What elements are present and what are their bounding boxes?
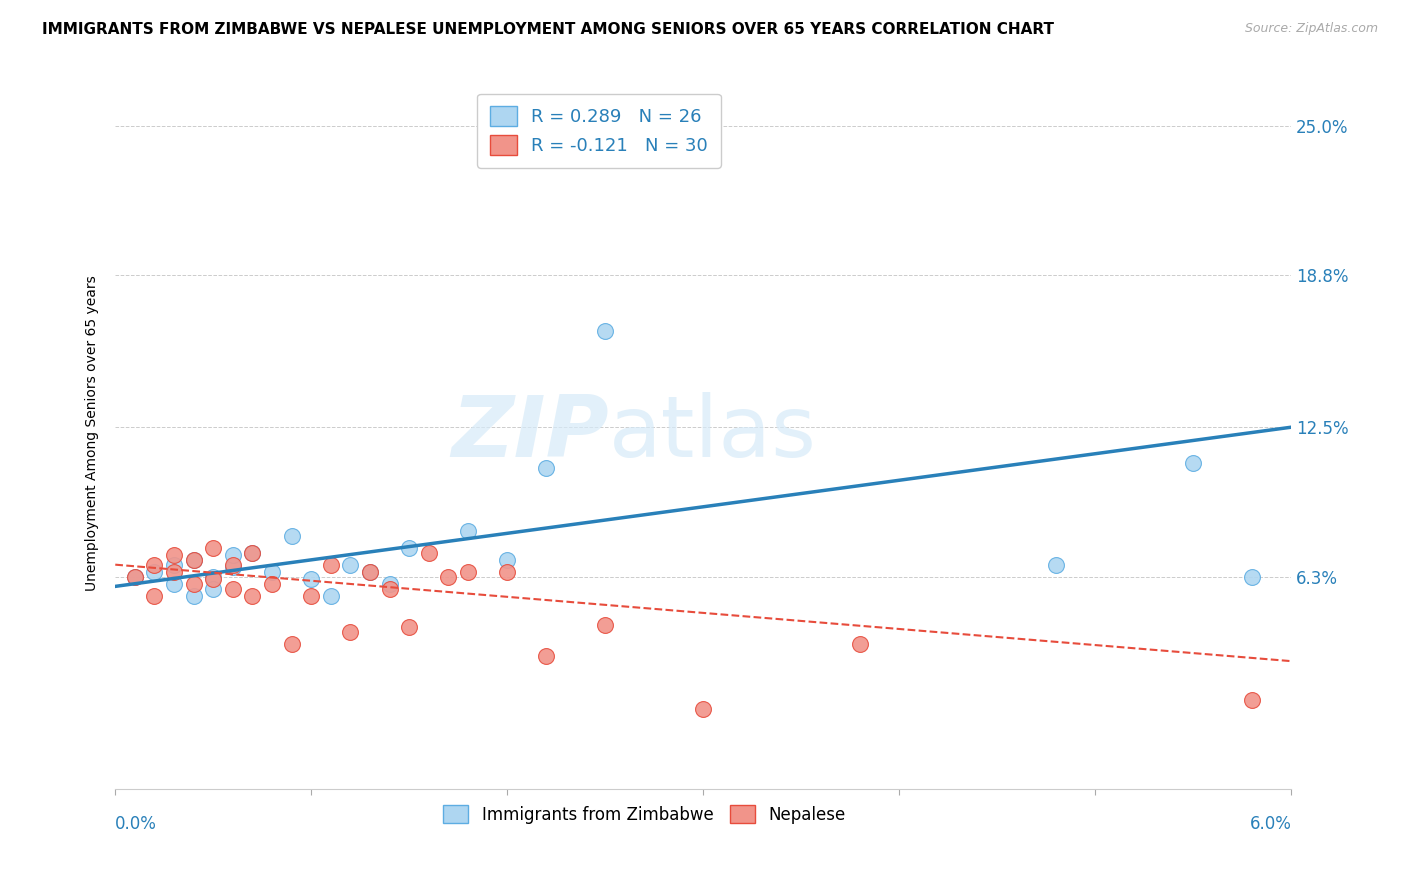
Point	[398, 541, 420, 555]
Point	[692, 702, 714, 716]
Point	[339, 625, 361, 640]
Point	[183, 553, 205, 567]
Point	[359, 565, 381, 579]
Point	[143, 558, 166, 572]
Point	[1182, 456, 1205, 470]
Point	[262, 577, 284, 591]
Point	[262, 565, 284, 579]
Point	[222, 560, 245, 574]
Point	[299, 572, 322, 586]
Text: IMMIGRANTS FROM ZIMBABWE VS NEPALESE UNEMPLOYMENT AMONG SENIORS OVER 65 YEARS CO: IMMIGRANTS FROM ZIMBABWE VS NEPALESE UNE…	[42, 22, 1054, 37]
Point	[202, 572, 225, 586]
Point	[359, 565, 381, 579]
Text: 6.0%: 6.0%	[1250, 815, 1291, 833]
Point	[437, 570, 460, 584]
Point	[536, 461, 558, 475]
Point	[849, 637, 872, 651]
Text: atlas: atlas	[609, 392, 817, 475]
Y-axis label: Unemployment Among Seniors over 65 years: Unemployment Among Seniors over 65 years	[86, 276, 100, 591]
Point	[496, 553, 519, 567]
Point	[319, 558, 342, 572]
Point	[183, 553, 205, 567]
Text: 0.0%: 0.0%	[115, 815, 157, 833]
Point	[242, 546, 264, 560]
Point	[1241, 570, 1264, 584]
Point	[124, 570, 146, 584]
Point	[242, 589, 264, 603]
Point	[280, 529, 302, 543]
Point	[143, 565, 166, 579]
Text: Source: ZipAtlas.com: Source: ZipAtlas.com	[1244, 22, 1378, 36]
Point	[536, 649, 558, 664]
Point	[1045, 558, 1067, 572]
Point	[163, 565, 186, 579]
Point	[398, 620, 420, 634]
Point	[163, 558, 186, 572]
Legend: Immigrants from Zimbabwe, Nepalese: Immigrants from Zimbabwe, Nepalese	[437, 798, 852, 830]
Point	[595, 618, 617, 632]
Point	[202, 582, 225, 596]
Point	[222, 558, 245, 572]
Point	[378, 577, 401, 591]
Point	[418, 546, 440, 560]
Point	[222, 582, 245, 596]
Point	[319, 589, 342, 603]
Point	[183, 577, 205, 591]
Point	[595, 324, 617, 338]
Point	[222, 548, 245, 562]
Point	[143, 589, 166, 603]
Point	[202, 541, 225, 555]
Point	[457, 565, 479, 579]
Point	[280, 637, 302, 651]
Point	[183, 589, 205, 603]
Point	[457, 524, 479, 538]
Point	[1241, 692, 1264, 706]
Point	[242, 546, 264, 560]
Point	[163, 577, 186, 591]
Point	[124, 570, 146, 584]
Point	[339, 558, 361, 572]
Point	[378, 582, 401, 596]
Point	[496, 565, 519, 579]
Point	[299, 589, 322, 603]
Text: ZIP: ZIP	[451, 392, 609, 475]
Point	[202, 570, 225, 584]
Point	[163, 548, 186, 562]
